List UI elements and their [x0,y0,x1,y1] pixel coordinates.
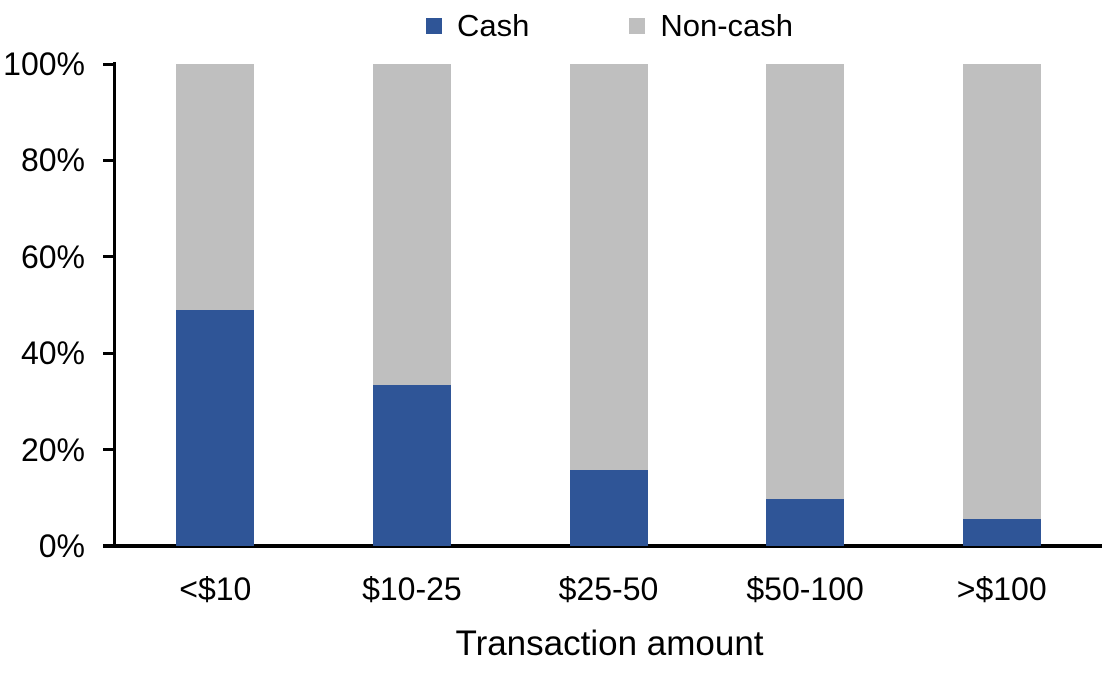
y-tick-label: 20% [20,431,85,468]
x-axis-category-label: <$10 [179,571,252,607]
y-tick-label: 0% [38,528,85,564]
x-axis-category-label: $10-25 [362,571,462,607]
bar-segment-noncash [962,64,1041,519]
y-axis-line [113,62,116,546]
bar-segment-cash [176,309,255,546]
legend: Cash Non-cash [117,8,1102,44]
legend-item-noncash: Non-cash [629,8,793,44]
bar-segment-cash [766,499,845,546]
bar-segment-noncash [372,64,451,385]
legend-label-cash: Cash [456,8,530,43]
bar-segment-cash [962,519,1041,546]
noncash-swatch [629,18,646,34]
x-axis-category-label: $50-100 [746,571,864,607]
y-tick-label: 60% [20,238,85,275]
legend-label-noncash: Non-cash [660,8,794,43]
y-tick-mark [103,544,116,548]
bar-segment-noncash [176,64,255,310]
bar-segment-cash [372,384,451,546]
x-axis-category-label: >$100 [956,571,1047,607]
y-tick-label: 80% [20,142,85,179]
y-tick-label: 40% [20,335,85,372]
y-tick-mark [103,448,116,452]
x-axis-title: Transaction amount [455,624,764,663]
y-tick-mark [103,351,116,355]
y-tick-mark [103,255,116,259]
cash-swatch [425,18,442,34]
x-axis-baseline [103,544,1102,548]
bar-segment-cash [569,469,648,546]
bar-segment-noncash [766,64,845,500]
y-tick-label: 100% [3,46,85,82]
bar-segment-noncash [569,64,648,470]
x-axis-category-label: $25-50 [558,571,659,607]
y-tick-mark [103,158,116,162]
legend-item-cash: Cash [425,8,530,44]
y-tick-mark [103,62,116,66]
